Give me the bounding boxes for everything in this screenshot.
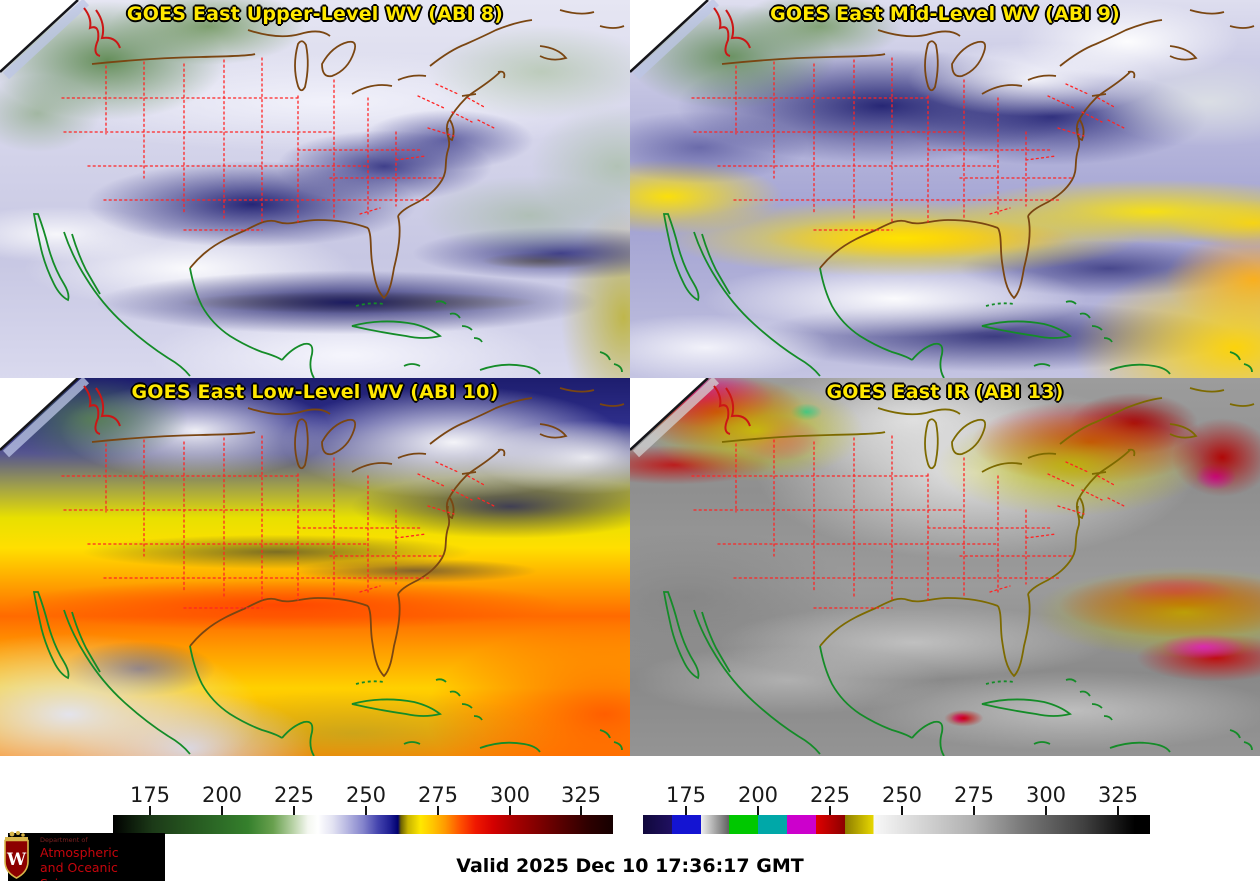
wv-tick-300: 300 (489, 783, 531, 807)
panel-title-abi9: GOES East Mid-Level WV (ABI 9) (770, 3, 1120, 25)
logo-line2: and Oceanic Sciences (40, 860, 118, 881)
wv-tick-225: 225 (273, 783, 315, 807)
map-overlay (0, 0, 630, 378)
logo-dept-line: Department of (40, 836, 88, 844)
panel-title-abi10: GOES East Low-Level WV (ABI 10) (131, 381, 499, 403)
ir-tickmark (1117, 806, 1119, 815)
aos-logo: Department of Atmospheric and Oceanic Sc… (8, 833, 165, 881)
wv-tick-275: 275 (417, 783, 459, 807)
wv-tickmark (580, 806, 582, 815)
ir-tick-225: 225 (809, 783, 851, 807)
wv-tick-325: 325 (560, 783, 602, 807)
ir-tickmark (901, 806, 903, 815)
panel-ir: GOES East IR (ABI 13) (630, 378, 1260, 756)
ir-tick-175: 175 (665, 783, 707, 807)
wv-tick-175: 175 (129, 783, 171, 807)
wv-tick-250: 250 (345, 783, 387, 807)
ir-tickmark (685, 806, 687, 815)
wv-tickmark (509, 806, 511, 815)
ir-tickmark (973, 806, 975, 815)
logo-line1: Atmospheric (40, 845, 119, 860)
wv-tickmark (293, 806, 295, 815)
ir-tick-275: 275 (953, 783, 995, 807)
footer-strip: 175 200 225 250 275 300 325 175 200 225 … (0, 756, 1260, 881)
wv-tick-200: 200 (201, 783, 243, 807)
wv-tickmark (437, 806, 439, 815)
wv-colorbar (113, 815, 613, 834)
wv-tickmark (221, 806, 223, 815)
uw-crest-icon: W (4, 831, 29, 879)
map-overlay (0, 378, 630, 756)
crest-monogram: W (6, 850, 27, 870)
map-overlay (630, 0, 1260, 378)
panel-mid-level-wv: GOES East Mid-Level WV (ABI 9) (630, 0, 1260, 378)
valid-timestamp: Valid 2025 Dec 10 17:36:17 GMT (456, 855, 804, 877)
wv-tickmark (149, 806, 151, 815)
ir-tickmark (1045, 806, 1047, 815)
ir-colorbar (643, 815, 1150, 834)
ir-tick-300: 300 (1025, 783, 1067, 807)
aos-logo-text: Department of Atmospheric and Oceanic Sc… (40, 836, 165, 881)
panel-upper-level-wv: GOES East Upper-Level WV (ABI 8) (0, 0, 630, 378)
panel-title-abi13: GOES East IR (ABI 13) (826, 381, 1064, 403)
ir-tick-250: 250 (881, 783, 923, 807)
panel-low-level-wv: GOES East Low-Level WV (ABI 10) (0, 378, 630, 756)
ir-tickmark (829, 806, 831, 815)
wv-tickmark (365, 806, 367, 815)
map-overlay (630, 378, 1260, 756)
panel-title-abi8: GOES East Upper-Level WV (ABI 8) (126, 3, 504, 25)
ir-tick-325: 325 (1097, 783, 1139, 807)
ir-tick-200: 200 (737, 783, 779, 807)
ir-tickmark (757, 806, 759, 815)
satellite-grid: GOES East Upper-Level WV (ABI 8) GOES Ea… (0, 0, 1260, 756)
